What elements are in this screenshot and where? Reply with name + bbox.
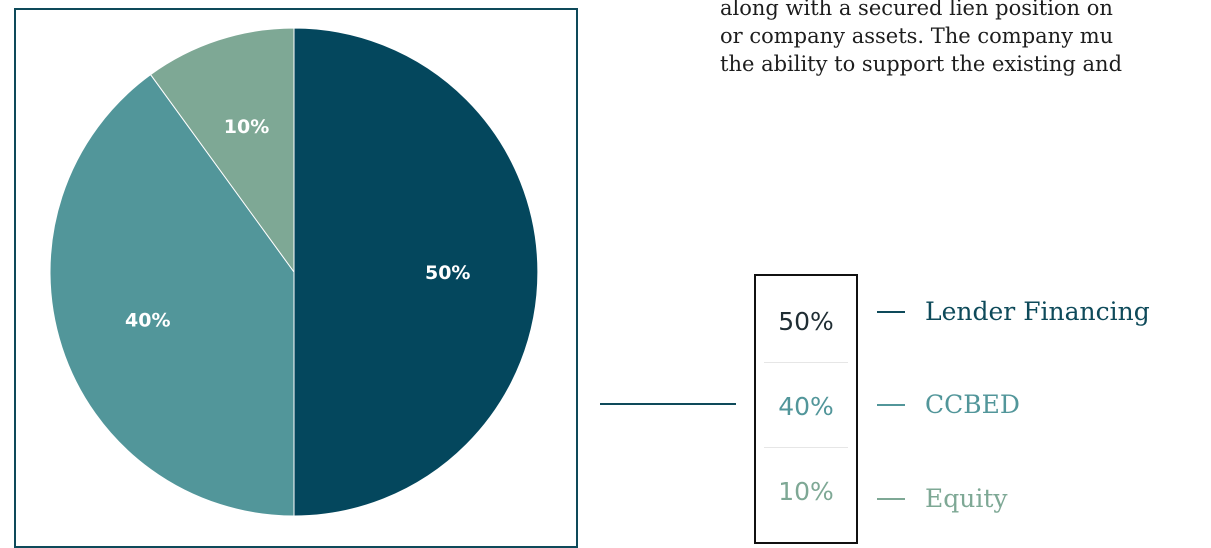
legend-item-lender: Lender Financing: [877, 297, 1150, 326]
legend-dash: [877, 310, 905, 313]
body-text: along with a secured lien position on or…: [720, 0, 1211, 78]
body-text-line: or company assets. The company mu: [720, 24, 1114, 48]
pie-chart-frame: 50% 40% 10%: [14, 8, 578, 548]
body-text-line: along with a secured lien position on: [720, 0, 1113, 20]
legend-percent-equity: 10%: [778, 476, 834, 506]
legend-dash: [877, 403, 905, 406]
legend-percent-ccbed: 40%: [778, 391, 834, 421]
slice-lender-financing: [293, 27, 539, 517]
legend-item-equity: Equity: [877, 484, 1008, 513]
legend-label-equity: Equity: [925, 484, 1008, 513]
legend-percent-box: 50% 40% 10%: [754, 274, 858, 544]
slice-ccbed: [49, 73, 295, 517]
slice-equity: [149, 27, 295, 274]
legend-divider: [764, 362, 848, 363]
pie-chart: 50% 40% 10%: [49, 27, 539, 517]
slice-label-equity: 10%: [224, 116, 269, 138]
slice-label-lender-financing: 50%: [425, 262, 470, 284]
legend-label-lender: Lender Financing: [925, 297, 1150, 326]
legend-label-ccbed: CCBED: [925, 390, 1020, 419]
legend-percent-lender: 50%: [778, 306, 834, 336]
legend-item-ccbed: CCBED: [877, 390, 1020, 419]
connector-line: [600, 403, 736, 405]
legend-divider: [764, 447, 848, 448]
slice-label-ccbed: 40%: [125, 310, 170, 332]
legend-dash: [877, 497, 905, 500]
body-text-line: the ability to support the existing and: [720, 52, 1123, 76]
